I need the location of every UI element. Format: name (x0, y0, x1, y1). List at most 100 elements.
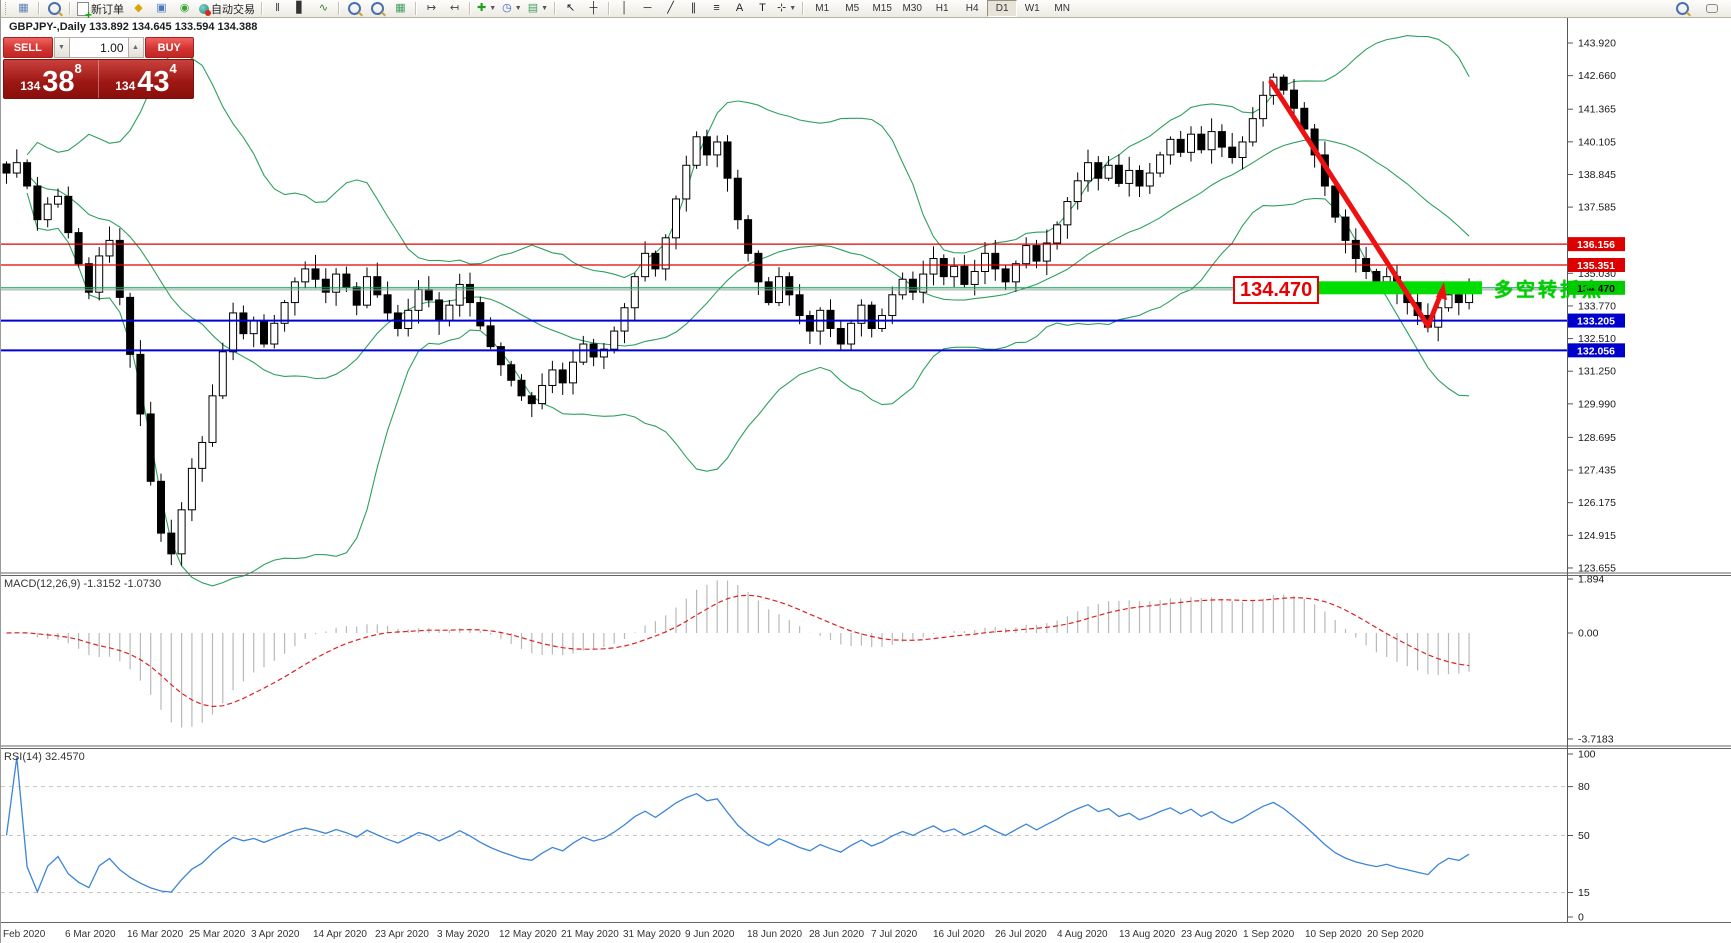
turning-point-annotation[interactable]: 多空转折点 (1494, 280, 1605, 301)
date-label: 10 Sep 2020 (1305, 929, 1362, 940)
candle-body (239, 312, 248, 335)
candle-body (764, 281, 773, 304)
profiles-icon[interactable]: ▣ (156, 2, 167, 14)
timeframe-button-m1[interactable]: M1 (815, 3, 830, 14)
volume-input[interactable] (69, 37, 128, 58)
candle-body (1166, 138, 1175, 156)
candle-body (908, 278, 917, 293)
candle-body (517, 379, 526, 397)
price-tick-132.510: 132.510 (1578, 333, 1616, 345)
candle-body (1197, 133, 1206, 151)
candle-body (54, 195, 62, 205)
sell-button[interactable]: SELL (3, 37, 53, 58)
candle-body (1238, 141, 1247, 159)
candle-body (713, 141, 722, 156)
candle-body (496, 346, 505, 366)
zoom-in-icon[interactable] (343, 0, 366, 17)
candle-body (805, 315, 814, 332)
buy-price[interactable]: 134 43 4 (98, 60, 193, 98)
timeframe-button-h1[interactable]: H1 (935, 3, 949, 14)
chart-window-icon[interactable]: ▦ (18, 2, 29, 14)
new-order-button[interactable]: 新订单 (74, 0, 127, 20)
date-label: 28 Jun 2020 (809, 929, 864, 940)
candle-body (970, 270, 979, 285)
price-badge-135.351 (1568, 257, 1625, 272)
horizontal-line-icon[interactable]: ─ (643, 2, 652, 14)
arrows-icon[interactable]: ⊹ ▼ (777, 2, 797, 14)
vertical-line-icon[interactable]: │ (621, 2, 628, 14)
sell-price[interactable]: 134 38 8 (4, 60, 98, 98)
templates-button[interactable]: ▤ ▼ (527, 2, 549, 14)
add-indicator-button[interactable]: ✚ ▼ (477, 2, 497, 14)
timeframe-button-m5[interactable]: M5 (845, 3, 860, 14)
autotrade-button[interactable]: 自动交易 (196, 0, 258, 17)
candle-body (702, 136, 711, 156)
line-chart-icon[interactable]: ∿ (318, 2, 329, 14)
autoscroll-icon[interactable]: ↦ (426, 2, 437, 14)
candle-body (177, 509, 186, 555)
preview-icon[interactable] (43, 0, 66, 17)
candle-body (280, 302, 289, 324)
candle-body (579, 343, 588, 363)
volume-increment-button[interactable]: ▲ (127, 37, 144, 58)
volume-decrement-button[interactable]: ▼ (53, 37, 70, 58)
timeframe-button-m15[interactable]: M15 (872, 3, 892, 14)
downtrend-line[interactable] (1268, 79, 1431, 329)
candle-body (1300, 107, 1309, 130)
candle-body (939, 258, 948, 278)
candle-body (1351, 239, 1360, 260)
timeframe-button-mn[interactable]: MN (1054, 3, 1070, 14)
bollinger-upper-band[interactable] (26, 35, 1470, 279)
candle-body (610, 330, 619, 350)
equidistant-channel-icon[interactable]: ∥ (690, 2, 697, 14)
toolbar-separator (261, 2, 263, 15)
cursor-icon[interactable]: ↖ (565, 2, 576, 14)
date-label: 4 Aug 2020 (1057, 929, 1108, 940)
timeframe-button-d1[interactable]: D1 (987, 0, 1018, 17)
candle-body (1434, 307, 1443, 328)
text-icon[interactable]: A (735, 2, 744, 14)
periods-button[interactable]: ◷ ▼ (502, 2, 522, 14)
trendline-icon[interactable]: ╱ (667, 2, 674, 14)
candle-body (1084, 162, 1092, 182)
zoom-out-icon[interactable] (366, 0, 389, 17)
toolbar-drag-handle[interactable] (5, 2, 10, 15)
chart-background (1, 18, 1731, 943)
crosshair-icon[interactable]: ┼ (589, 2, 598, 14)
date-label: 26 Jul 2020 (995, 929, 1047, 940)
price-level-callout[interactable]: 134.470 (1233, 276, 1320, 304)
candle-body (290, 281, 299, 304)
text-label-icon[interactable]: T (759, 2, 766, 14)
fibonacci-icon[interactable]: ≡ (713, 2, 720, 14)
candle-body (981, 252, 989, 272)
candle-body (847, 322, 856, 345)
timeframe-button-m30[interactable]: M30 (902, 3, 922, 14)
candlestick-icon[interactable]: ▋ (296, 2, 305, 14)
chat-icon[interactable] (1700, 0, 1723, 17)
candle-body (136, 353, 145, 415)
price-tick-140.105: 140.105 (1578, 136, 1616, 148)
candle-body (744, 219, 753, 254)
bollinger-lower-band[interactable] (26, 192, 1470, 587)
price-badge-133.205 (1568, 313, 1625, 328)
chart-shift-icon[interactable]: ↤ (449, 2, 460, 14)
buy-button[interactable]: BUY (144, 37, 194, 58)
price-badge-134.470 (1568, 280, 1625, 295)
candle-body (43, 203, 52, 221)
price-badge-text: 136.156 (1577, 239, 1615, 251)
search-icon[interactable] (1671, 0, 1694, 17)
tile-windows-icon[interactable]: ▦ (395, 2, 406, 14)
bar-chart-icon[interactable]: ‖ (275, 2, 280, 14)
macd-indicator-label: MACD(12,26,9) -1.3152 -1.0730 (4, 578, 162, 590)
signal-icon[interactable]: ◉ (179, 2, 190, 14)
toolbar-separator (554, 2, 557, 15)
toolbar-separator (415, 2, 417, 15)
timeframe-button-h4[interactable]: H4 (965, 3, 979, 14)
candle-body (198, 441, 207, 469)
price-badge-text: 132.056 (1577, 345, 1615, 357)
candle-body (74, 232, 83, 265)
timeframe-button-w1[interactable]: W1 (1024, 3, 1040, 14)
styles-icon[interactable]: ◆ (134, 2, 143, 14)
candle-body (126, 296, 135, 355)
